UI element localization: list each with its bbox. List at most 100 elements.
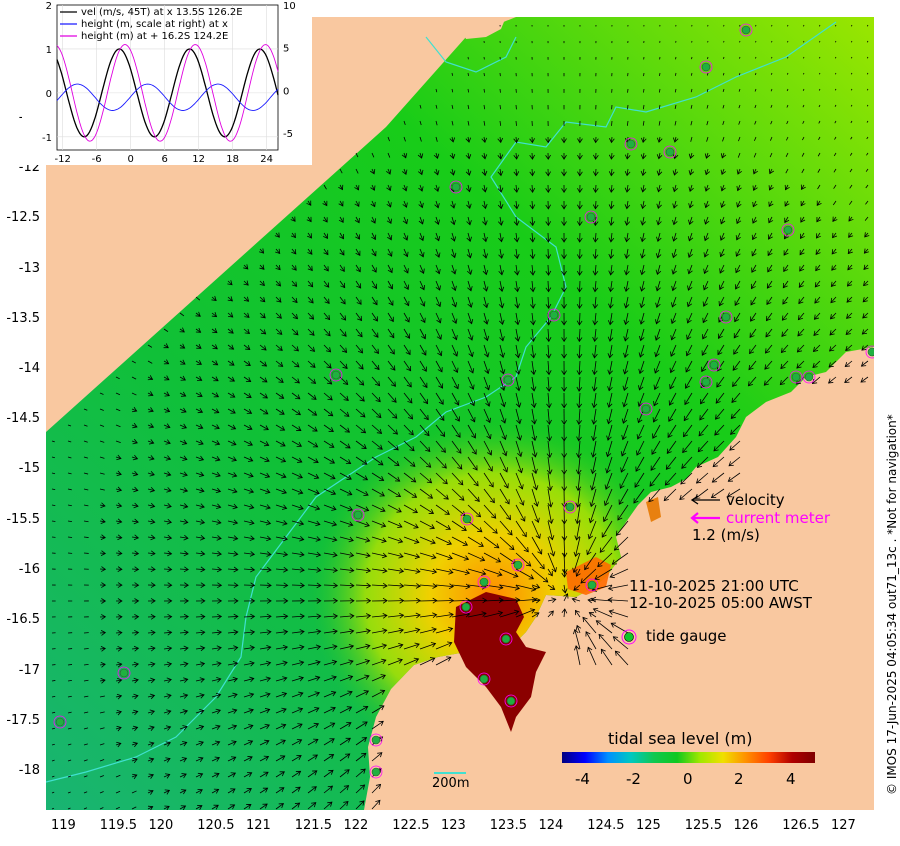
colorbar: [562, 752, 815, 763]
velocity-arrow: [850, 120, 853, 124]
velocity-arrow: [195, 408, 204, 414]
velocity-arrow: [403, 408, 414, 420]
velocity-arrow: [515, 120, 517, 126]
velocity-arrow: [419, 424, 430, 437]
velocity-arrow: [227, 296, 233, 302]
inset-x-tick: 18: [226, 154, 239, 165]
velocity-arrow: [686, 312, 693, 324]
velocity-label: velocity: [726, 491, 785, 509]
velocity-arrow: [387, 344, 395, 355]
velocity-arrow: [735, 248, 741, 257]
velocity-arrow: [355, 659, 371, 666]
velocity-arrow: [684, 376, 693, 389]
velocity-arrow: [131, 518, 139, 525]
velocity-arrow: [227, 550, 239, 557]
velocity-arrow: [195, 613, 206, 620]
velocity-arrow: [402, 216, 408, 225]
velocity-arrow: [307, 691, 321, 698]
velocity-arrow: [179, 359, 186, 365]
velocity-arrow: [195, 296, 201, 301]
velocity-arrow: [621, 424, 629, 441]
velocity-arrow: [588, 504, 597, 524]
velocity-arrow: [290, 232, 296, 239]
velocity-arrow: [387, 612, 405, 619]
velocity-arrow: [607, 360, 613, 375]
velocity-arrow: [561, 296, 567, 310]
velocity-arrow: [451, 440, 462, 454]
velocity-arrow: [833, 184, 837, 189]
inset-y-right-tick: 0: [283, 86, 289, 97]
velocity-arrow: [195, 439, 204, 446]
velocity-arrow: [803, 24, 805, 27]
velocity-arrow: [355, 674, 370, 682]
velocity-arrow: [780, 360, 789, 370]
velocity-arrow: [258, 248, 265, 254]
speed-scale-label: 1.2 (m/s): [692, 526, 760, 544]
velocity-arrow: [115, 534, 123, 541]
velocity-arrow: [291, 328, 299, 336]
velocity-legend: [690, 492, 722, 511]
velocity-arrow: [323, 232, 328, 239]
velocity-arrow: [592, 264, 599, 276]
velocity-arrow: [227, 692, 238, 699]
velocity-arrow: [467, 597, 488, 604]
velocity-arrow: [195, 376, 203, 381]
velocity-arrow: [797, 312, 805, 321]
velocity-arrow: [850, 40, 853, 43]
velocity-arrow: [163, 693, 172, 699]
velocity-arrow: [259, 598, 272, 604]
velocity-arrow: [467, 424, 476, 439]
velocity-arrow: [591, 392, 598, 409]
velocity-arrow: [732, 376, 741, 387]
velocity-arrow: [403, 136, 406, 142]
velocity-arrow: [608, 216, 615, 227]
velocity-arrow: [451, 120, 454, 126]
velocity-arrow: [483, 360, 490, 375]
velocity-arrow: [849, 168, 853, 173]
velocity-arrow: [275, 613, 289, 620]
velocity-arrow: [147, 423, 155, 429]
velocity-arrow: [561, 200, 567, 210]
velocity-arrow: [467, 88, 470, 93]
velocity-arrow: [307, 598, 322, 604]
velocity-arrow: [243, 629, 256, 636]
velocity-arrow: [640, 248, 646, 259]
velocity-arrow: [147, 566, 156, 573]
velocity-arrow: [371, 720, 384, 730]
velocity-arrow: [99, 677, 106, 684]
velocity-arrow: [587, 597, 597, 604]
velocity-arrow: [592, 200, 599, 210]
velocity-arrow: [497, 184, 504, 193]
velocity-arrow: [435, 264, 441, 275]
velocity-arrow: [339, 753, 351, 762]
velocity-arrow: [784, 200, 790, 207]
velocity-arrow: [819, 40, 821, 43]
velocity-arrow: [481, 136, 488, 143]
velocity-arrow: [828, 360, 837, 368]
velocity-arrow: [227, 804, 236, 810]
velocity-arrow: [179, 471, 188, 477]
velocity-arrow: [638, 344, 645, 358]
velocity-arrow: [499, 360, 506, 375]
velocity-arrow: [768, 184, 774, 191]
velocity-arrow: [845, 328, 853, 335]
velocity-arrow: [530, 328, 536, 343]
velocity-arrow: [83, 472, 89, 475]
velocity-arrow: [497, 168, 504, 177]
velocity-arrow: [211, 804, 219, 810]
velocity-arrow: [355, 328, 363, 338]
velocity-arrow: [419, 583, 438, 589]
velocity-arrow: [716, 376, 725, 388]
velocity-arrow: [834, 120, 837, 124]
velocity-arrow: [849, 184, 853, 189]
velocity-arrow: [435, 104, 438, 109]
velocity-arrow: [701, 360, 709, 373]
velocity-arrow: [771, 56, 773, 59]
velocity-arrow: [697, 440, 709, 453]
map-canvas: [46, 17, 874, 810]
velocity-arrow: [243, 472, 254, 478]
velocity-arrow: [861, 344, 869, 351]
velocity-arrow: [403, 328, 411, 339]
velocity-arrow: [307, 440, 319, 448]
velocity-arrow: [291, 802, 301, 810]
